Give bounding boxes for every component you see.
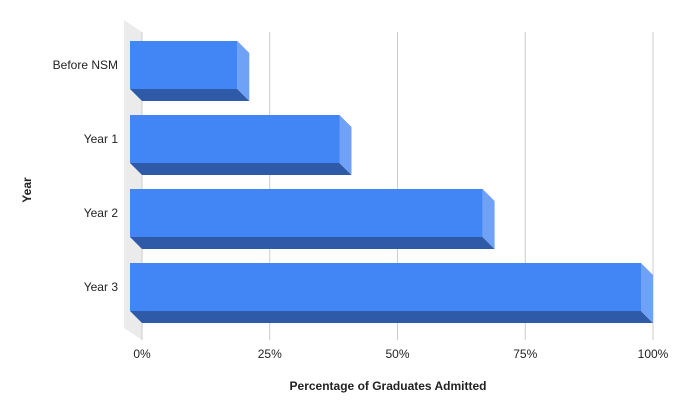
bar-side bbox=[339, 115, 352, 175]
x-tick-label: 0% bbox=[133, 347, 151, 361]
x-tick-label: 100% bbox=[638, 347, 669, 361]
bar-side bbox=[641, 263, 653, 323]
bar-bottom bbox=[130, 237, 495, 249]
x-tick-label: 75% bbox=[513, 347, 537, 361]
y-tick-label: Year 3 bbox=[84, 280, 119, 294]
bar-side bbox=[237, 41, 250, 101]
x-axis-title: Percentage of Graduates Admitted bbox=[290, 379, 487, 393]
y-tick-label: Before NSM bbox=[53, 58, 118, 72]
y-axis-title: Year bbox=[20, 177, 34, 203]
bar-bottom bbox=[130, 89, 250, 101]
y-tick-label: Year 1 bbox=[84, 132, 119, 146]
bar bbox=[130, 189, 483, 237]
x-tick-label: 25% bbox=[258, 347, 282, 361]
bar-bottom bbox=[130, 163, 352, 175]
bar-bottom bbox=[130, 311, 653, 323]
bar bbox=[130, 115, 340, 163]
bar bbox=[130, 263, 641, 311]
y-tick-label: Year 2 bbox=[84, 206, 119, 220]
left-wall bbox=[124, 20, 142, 340]
bar-side bbox=[482, 189, 495, 249]
bar bbox=[130, 41, 238, 89]
x-tick-label: 50% bbox=[385, 347, 409, 361]
